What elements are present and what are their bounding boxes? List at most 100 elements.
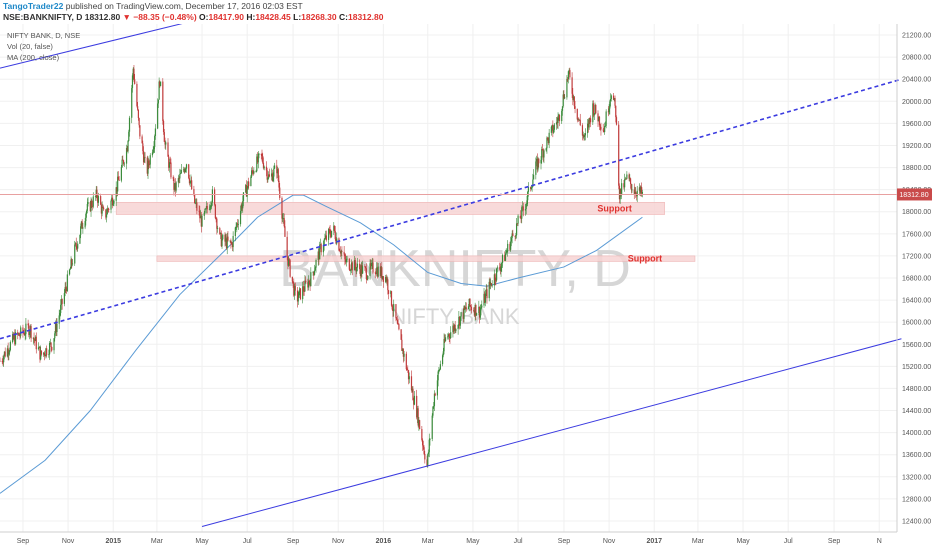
candle-body bbox=[552, 124, 554, 133]
candle-body bbox=[14, 334, 16, 345]
candle-body bbox=[501, 255, 504, 264]
candle-body bbox=[405, 353, 407, 370]
candle-body bbox=[20, 327, 22, 336]
candle-body bbox=[165, 142, 167, 145]
candle-body bbox=[260, 153, 262, 155]
candle-body bbox=[191, 180, 193, 190]
candle-body bbox=[464, 307, 467, 310]
price-axis[interactable]: 12400.00 12800.00 13200.00 13600.00 14000.00… bbox=[902, 33, 931, 526]
candle-body bbox=[593, 113, 595, 116]
candle-body bbox=[412, 388, 414, 401]
candle-body bbox=[91, 200, 93, 207]
candle-body bbox=[615, 117, 618, 125]
candle-body bbox=[510, 241, 512, 250]
candle-body bbox=[641, 191, 644, 194]
candle-body bbox=[152, 149, 154, 153]
candle-body bbox=[133, 68, 135, 80]
candle-body bbox=[618, 124, 620, 186]
price-chart[interactable]: BANKNIFTY, D NIFTY BANK Support Support 1… bbox=[0, 24, 932, 550]
candle-body bbox=[34, 336, 37, 342]
x-tick-label: Jul bbox=[784, 538, 793, 545]
candles bbox=[0, 64, 644, 468]
low-value: 18268.30 bbox=[301, 12, 337, 22]
candle-body bbox=[525, 204, 527, 210]
trend-lines[interactable] bbox=[0, 24, 902, 527]
candle-body bbox=[2, 361, 4, 363]
watermark-symbol: BANKNIFTY, D bbox=[279, 240, 631, 298]
upper-channel-line bbox=[0, 24, 183, 69]
support-label: Support bbox=[597, 203, 632, 213]
time-axis[interactable]: Sep Nov 2015 Mar May Jul Sep Nov 2016 Mar May Jul Se… bbox=[17, 538, 882, 545]
candle-body bbox=[235, 227, 237, 228]
candle-body bbox=[354, 260, 356, 267]
candle-body bbox=[101, 206, 103, 214]
candle-body bbox=[453, 324, 456, 331]
candle-body bbox=[263, 166, 265, 169]
candle-body bbox=[577, 118, 579, 120]
candle-body bbox=[80, 226, 82, 235]
candle-body bbox=[530, 187, 532, 190]
candle-body bbox=[199, 215, 202, 219]
x-tick-label: Sep bbox=[17, 538, 30, 545]
candle-body bbox=[136, 83, 138, 107]
candle-body bbox=[32, 337, 34, 339]
candle-body bbox=[365, 268, 367, 280]
candle-body bbox=[386, 279, 388, 282]
candle-body bbox=[438, 369, 440, 372]
candle-body bbox=[219, 228, 221, 234]
candle-body bbox=[624, 178, 626, 180]
candle-body bbox=[70, 259, 72, 269]
candle-body bbox=[557, 117, 559, 123]
candle-body bbox=[447, 336, 449, 338]
candle-body bbox=[97, 197, 99, 203]
candle-body bbox=[488, 281, 490, 299]
candle-body bbox=[444, 337, 447, 342]
candle-body bbox=[578, 118, 580, 121]
y-tick-label: 18000.00 bbox=[902, 209, 931, 216]
candle-body bbox=[584, 133, 587, 136]
candle-body bbox=[190, 180, 192, 182]
candle-body bbox=[60, 304, 62, 314]
candle-body bbox=[160, 81, 162, 87]
candle-body bbox=[205, 208, 207, 210]
candle-body bbox=[478, 306, 481, 318]
candle-body bbox=[142, 151, 145, 163]
candle-body bbox=[537, 158, 539, 170]
candle-body bbox=[489, 281, 491, 285]
candle-body bbox=[583, 135, 585, 137]
candle-body bbox=[547, 137, 549, 139]
candle-body bbox=[95, 189, 97, 197]
candle-body bbox=[429, 438, 431, 440]
candle-body bbox=[597, 113, 599, 122]
candle-body bbox=[162, 81, 164, 122]
candle-body bbox=[336, 238, 338, 244]
candle-body bbox=[255, 171, 257, 172]
candle-body bbox=[376, 267, 378, 274]
candle-body bbox=[60, 298, 63, 305]
candle-body bbox=[195, 202, 197, 204]
candle-body bbox=[302, 286, 304, 300]
candle-body bbox=[594, 104, 596, 114]
candle-body bbox=[76, 246, 78, 249]
candle-body bbox=[123, 163, 125, 165]
candle-body bbox=[551, 124, 553, 127]
candle-body bbox=[107, 208, 109, 210]
candle-body bbox=[536, 158, 538, 170]
candle-body bbox=[139, 125, 141, 137]
candle-body bbox=[392, 309, 394, 312]
candle-body bbox=[246, 187, 248, 197]
y-tick-label: 13600.00 bbox=[902, 452, 931, 459]
candle-body bbox=[330, 230, 333, 237]
candle-body bbox=[231, 243, 233, 248]
candle-body bbox=[407, 369, 409, 371]
candle-body bbox=[566, 78, 568, 98]
candle-body bbox=[592, 103, 595, 116]
candle-body bbox=[188, 164, 190, 179]
candle-body bbox=[214, 204, 216, 219]
candle-body bbox=[319, 244, 322, 245]
candle-body bbox=[92, 196, 94, 207]
author-link[interactable]: TangoTrader22 bbox=[3, 1, 64, 11]
candle-body bbox=[82, 227, 84, 229]
candle-body bbox=[384, 277, 387, 282]
candle-body bbox=[491, 285, 493, 287]
